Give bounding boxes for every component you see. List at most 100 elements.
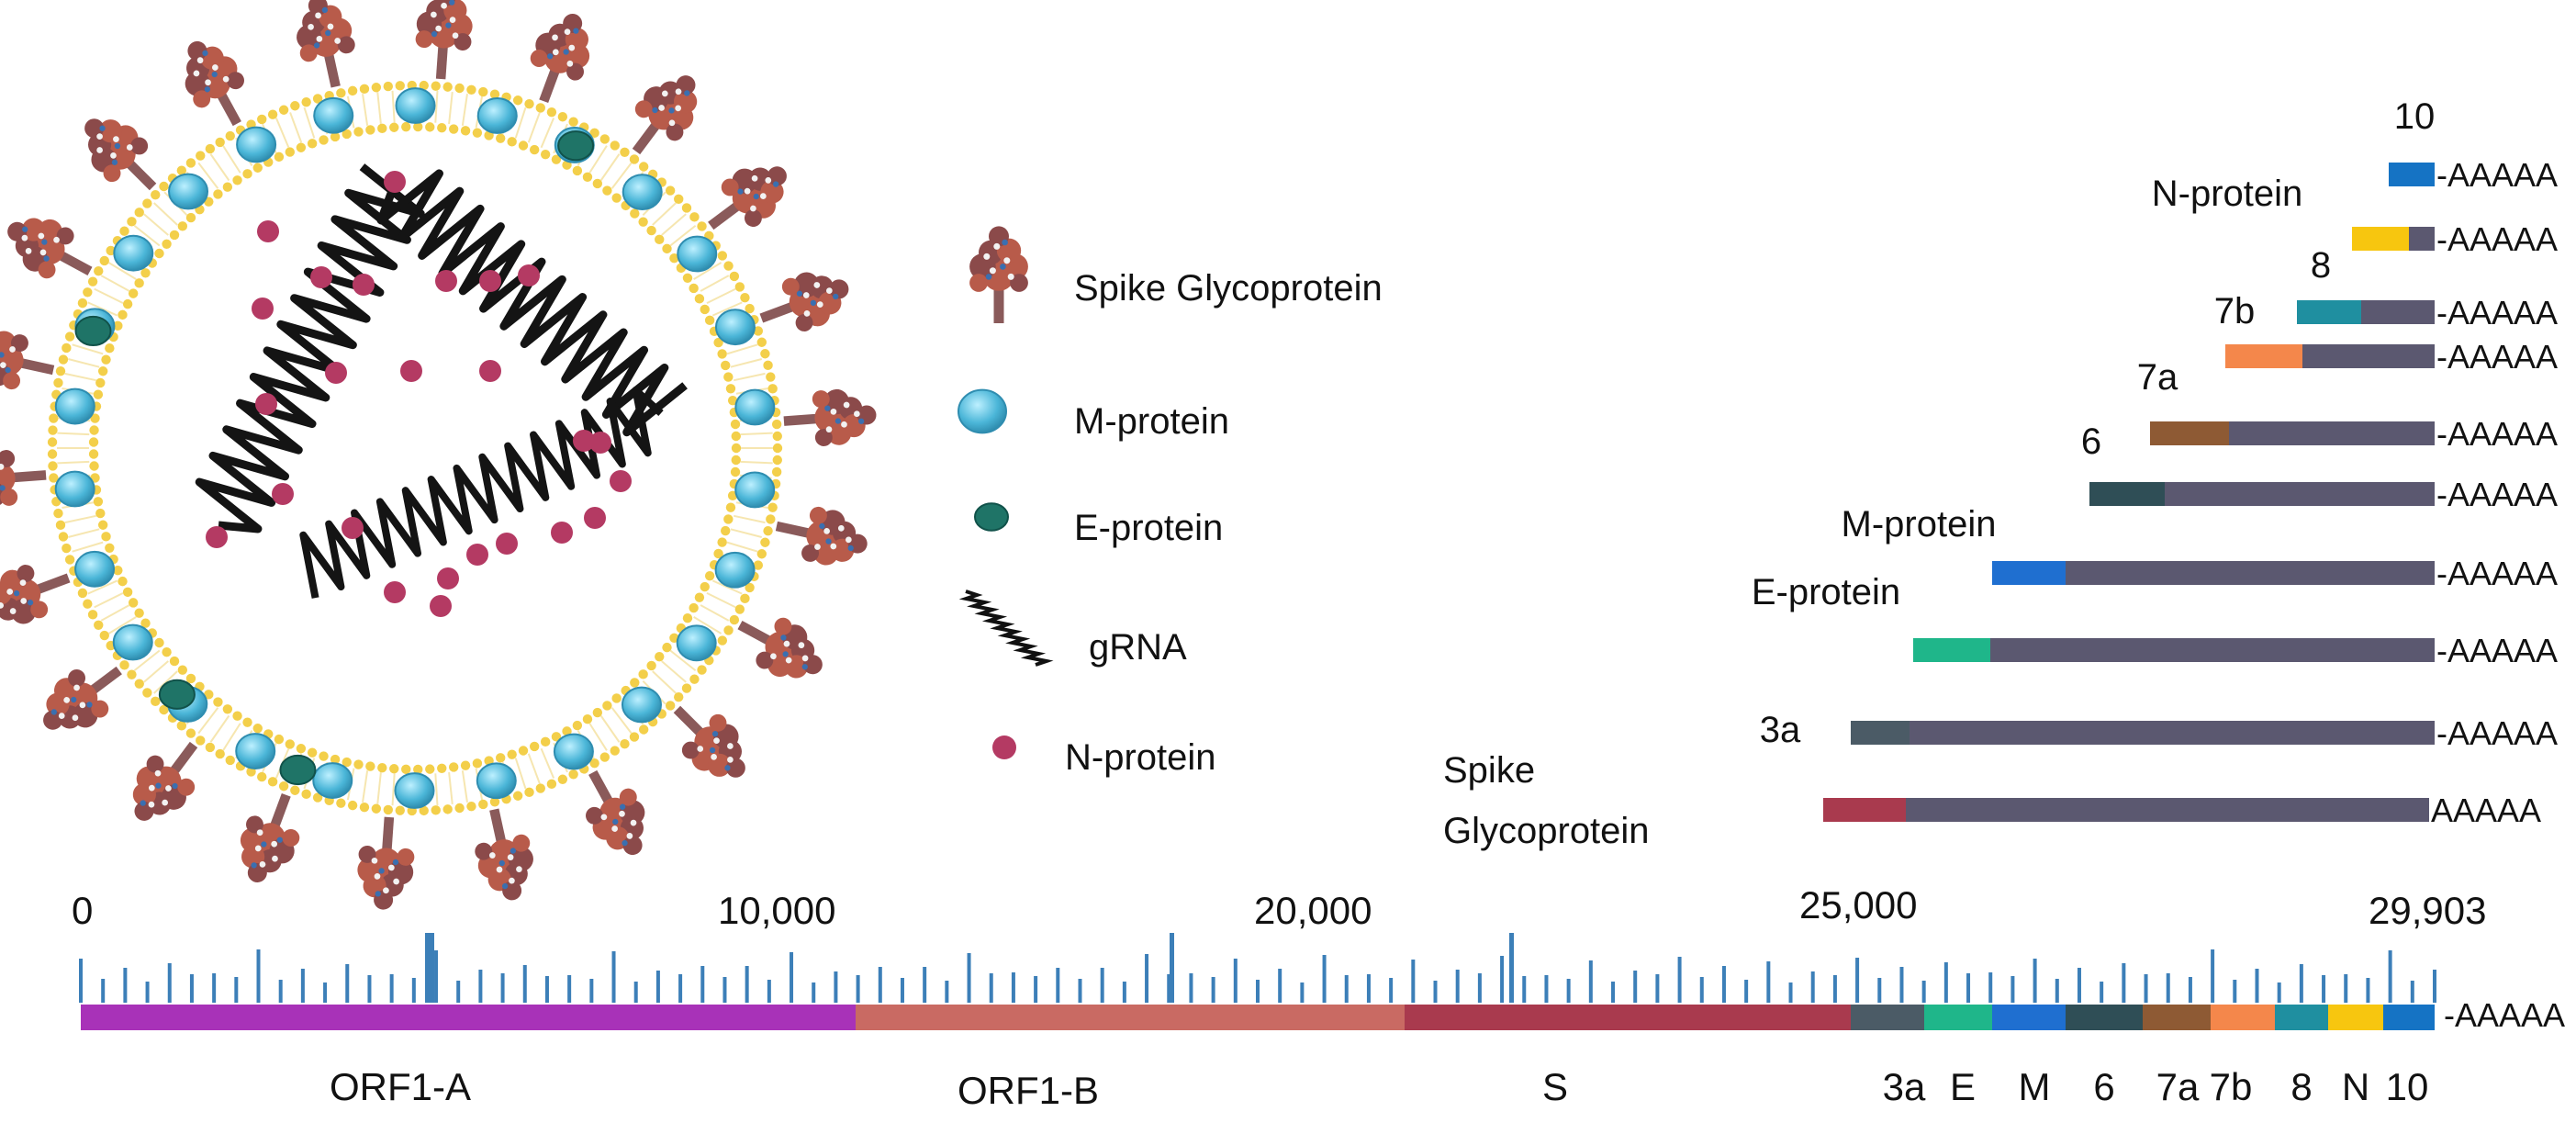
- spike-highlight: [727, 757, 734, 763]
- spike-crown-lobe: [56, 227, 74, 245]
- spike-crown-lobe: [969, 274, 988, 292]
- spike-highlight: [983, 253, 991, 260]
- spike-highlight: [154, 769, 162, 777]
- membrane-outer-bead: [58, 354, 69, 365]
- genome-tick: [678, 974, 683, 1003]
- membrane-inner-bead: [496, 753, 506, 763]
- spike-highlight: [9, 608, 17, 614]
- lipid-tail: [391, 773, 396, 806]
- membrane-outer-bead: [49, 473, 59, 483]
- membrane-inner-bead: [122, 298, 133, 309]
- membrane-outer-bead: [454, 83, 465, 94]
- spike-highlight-blue: [709, 747, 716, 754]
- membrane-inner-bead: [682, 613, 693, 623]
- membrane-outer-bead: [119, 226, 129, 236]
- spike-crown-lobe: [454, 33, 472, 51]
- membrane-outer-bead: [489, 797, 500, 807]
- spike-crown-lobe: [246, 815, 263, 834]
- spike-glycoprotein: [415, 0, 473, 80]
- membrane-inner-bead: [252, 724, 263, 734]
- genome-tick: [189, 974, 194, 1003]
- membrane-outer-bead: [419, 805, 429, 816]
- spike-highlight: [658, 105, 665, 111]
- genome-segment-s: [1405, 1005, 1851, 1030]
- spike-crown-lobe: [756, 651, 774, 669]
- membrane-outer-bead: [717, 635, 728, 646]
- spike-highlight: [272, 855, 278, 862]
- transcript-label-spike-line1: Spike: [1443, 750, 1535, 791]
- spike-highlight-blue: [652, 107, 658, 114]
- lipid-tail: [540, 118, 555, 149]
- lipid-tail: [448, 771, 454, 804]
- lipid-tail: [540, 747, 555, 779]
- membrane-inner-bead: [700, 581, 710, 592]
- genome-tick: [2322, 975, 2326, 1003]
- genome-segment-10: [2383, 1005, 2435, 1030]
- membrane-inner-bead: [105, 343, 115, 354]
- membrane-inner-bead: [122, 587, 133, 598]
- membrane-outer-bead: [55, 520, 66, 531]
- membrane-inner-bead: [101, 354, 111, 365]
- membrane-outer-bead: [142, 198, 152, 208]
- genome-tick: [323, 982, 328, 1003]
- lipid-tail: [197, 707, 219, 735]
- genome-tick: [923, 967, 927, 1003]
- lipid-tail: [209, 714, 230, 743]
- spike-highlight-blue: [22, 226, 28, 232]
- membrane-inner-bead: [401, 121, 411, 132]
- spike-highlight: [846, 536, 852, 544]
- membrane-inner-bead: [630, 208, 640, 219]
- genome-segment-e: [1924, 1005, 1992, 1030]
- n-protein: [479, 270, 501, 292]
- m-protein: [313, 96, 354, 134]
- spike-highlight-blue: [684, 90, 690, 96]
- genome-tick: [722, 977, 727, 1003]
- spike-crown-lobe: [744, 209, 762, 227]
- spike-highlight-blue: [737, 188, 744, 195]
- n-protein: [610, 470, 632, 492]
- membrane-inner-bead: [518, 746, 529, 756]
- membrane-outer-bead: [697, 221, 707, 231]
- membrane-inner-bead: [704, 315, 715, 326]
- membrane-inner-bead: [252, 163, 263, 173]
- membrane-outer-bead: [772, 443, 783, 454]
- membrane-outer-bead: [185, 728, 196, 738]
- transcript-label-eprotein: E-protein: [1752, 572, 1900, 612]
- legend-spike-glyph: [969, 226, 1028, 323]
- legend-label-nprotein: N-protein: [1065, 737, 1216, 778]
- lipid-tail: [734, 514, 766, 524]
- membrane-outer-bead: [546, 107, 557, 118]
- spike-stalk: [382, 816, 395, 850]
- n-protein: [342, 517, 364, 539]
- spike-crown-lobe: [812, 390, 830, 409]
- membrane-outer-bead: [127, 669, 137, 679]
- membrane-outer-bead: [431, 81, 441, 91]
- membrane-outer-bead: [278, 105, 289, 115]
- membrane-inner-bead: [723, 514, 734, 524]
- membrane-inner-bead: [689, 602, 699, 613]
- spike-highlight-blue: [251, 862, 257, 869]
- membrane-outer-bead: [431, 805, 441, 815]
- membrane-outer-bead: [478, 799, 488, 810]
- spike-highlight: [371, 857, 378, 864]
- membrane-inner-bead: [713, 337, 723, 348]
- lipid-tail: [588, 723, 608, 751]
- membrane-outer-bead: [772, 455, 782, 466]
- n-protein: [257, 220, 279, 242]
- spike-glycoproteins: [0, 0, 877, 910]
- spike-glycoprotein: [475, 808, 533, 901]
- genome-tick: [389, 974, 394, 1003]
- transcript-polya-tail: -AAAAA: [2436, 632, 2558, 669]
- membrane-outer-bead: [419, 80, 429, 91]
- spike-crown-lobe: [358, 846, 376, 863]
- genome-tick: [2255, 969, 2259, 1003]
- lipid-tail: [303, 107, 316, 139]
- spike-stalk: [170, 741, 198, 774]
- membrane-inner-bead: [95, 377, 106, 388]
- spike-stalk: [993, 288, 1004, 323]
- membrane-outer-bead: [740, 593, 750, 604]
- spike-highlight: [148, 784, 155, 792]
- membrane-outer-bead: [301, 789, 311, 800]
- spike-highlight-blue: [668, 107, 675, 114]
- lipid-tail: [100, 275, 130, 292]
